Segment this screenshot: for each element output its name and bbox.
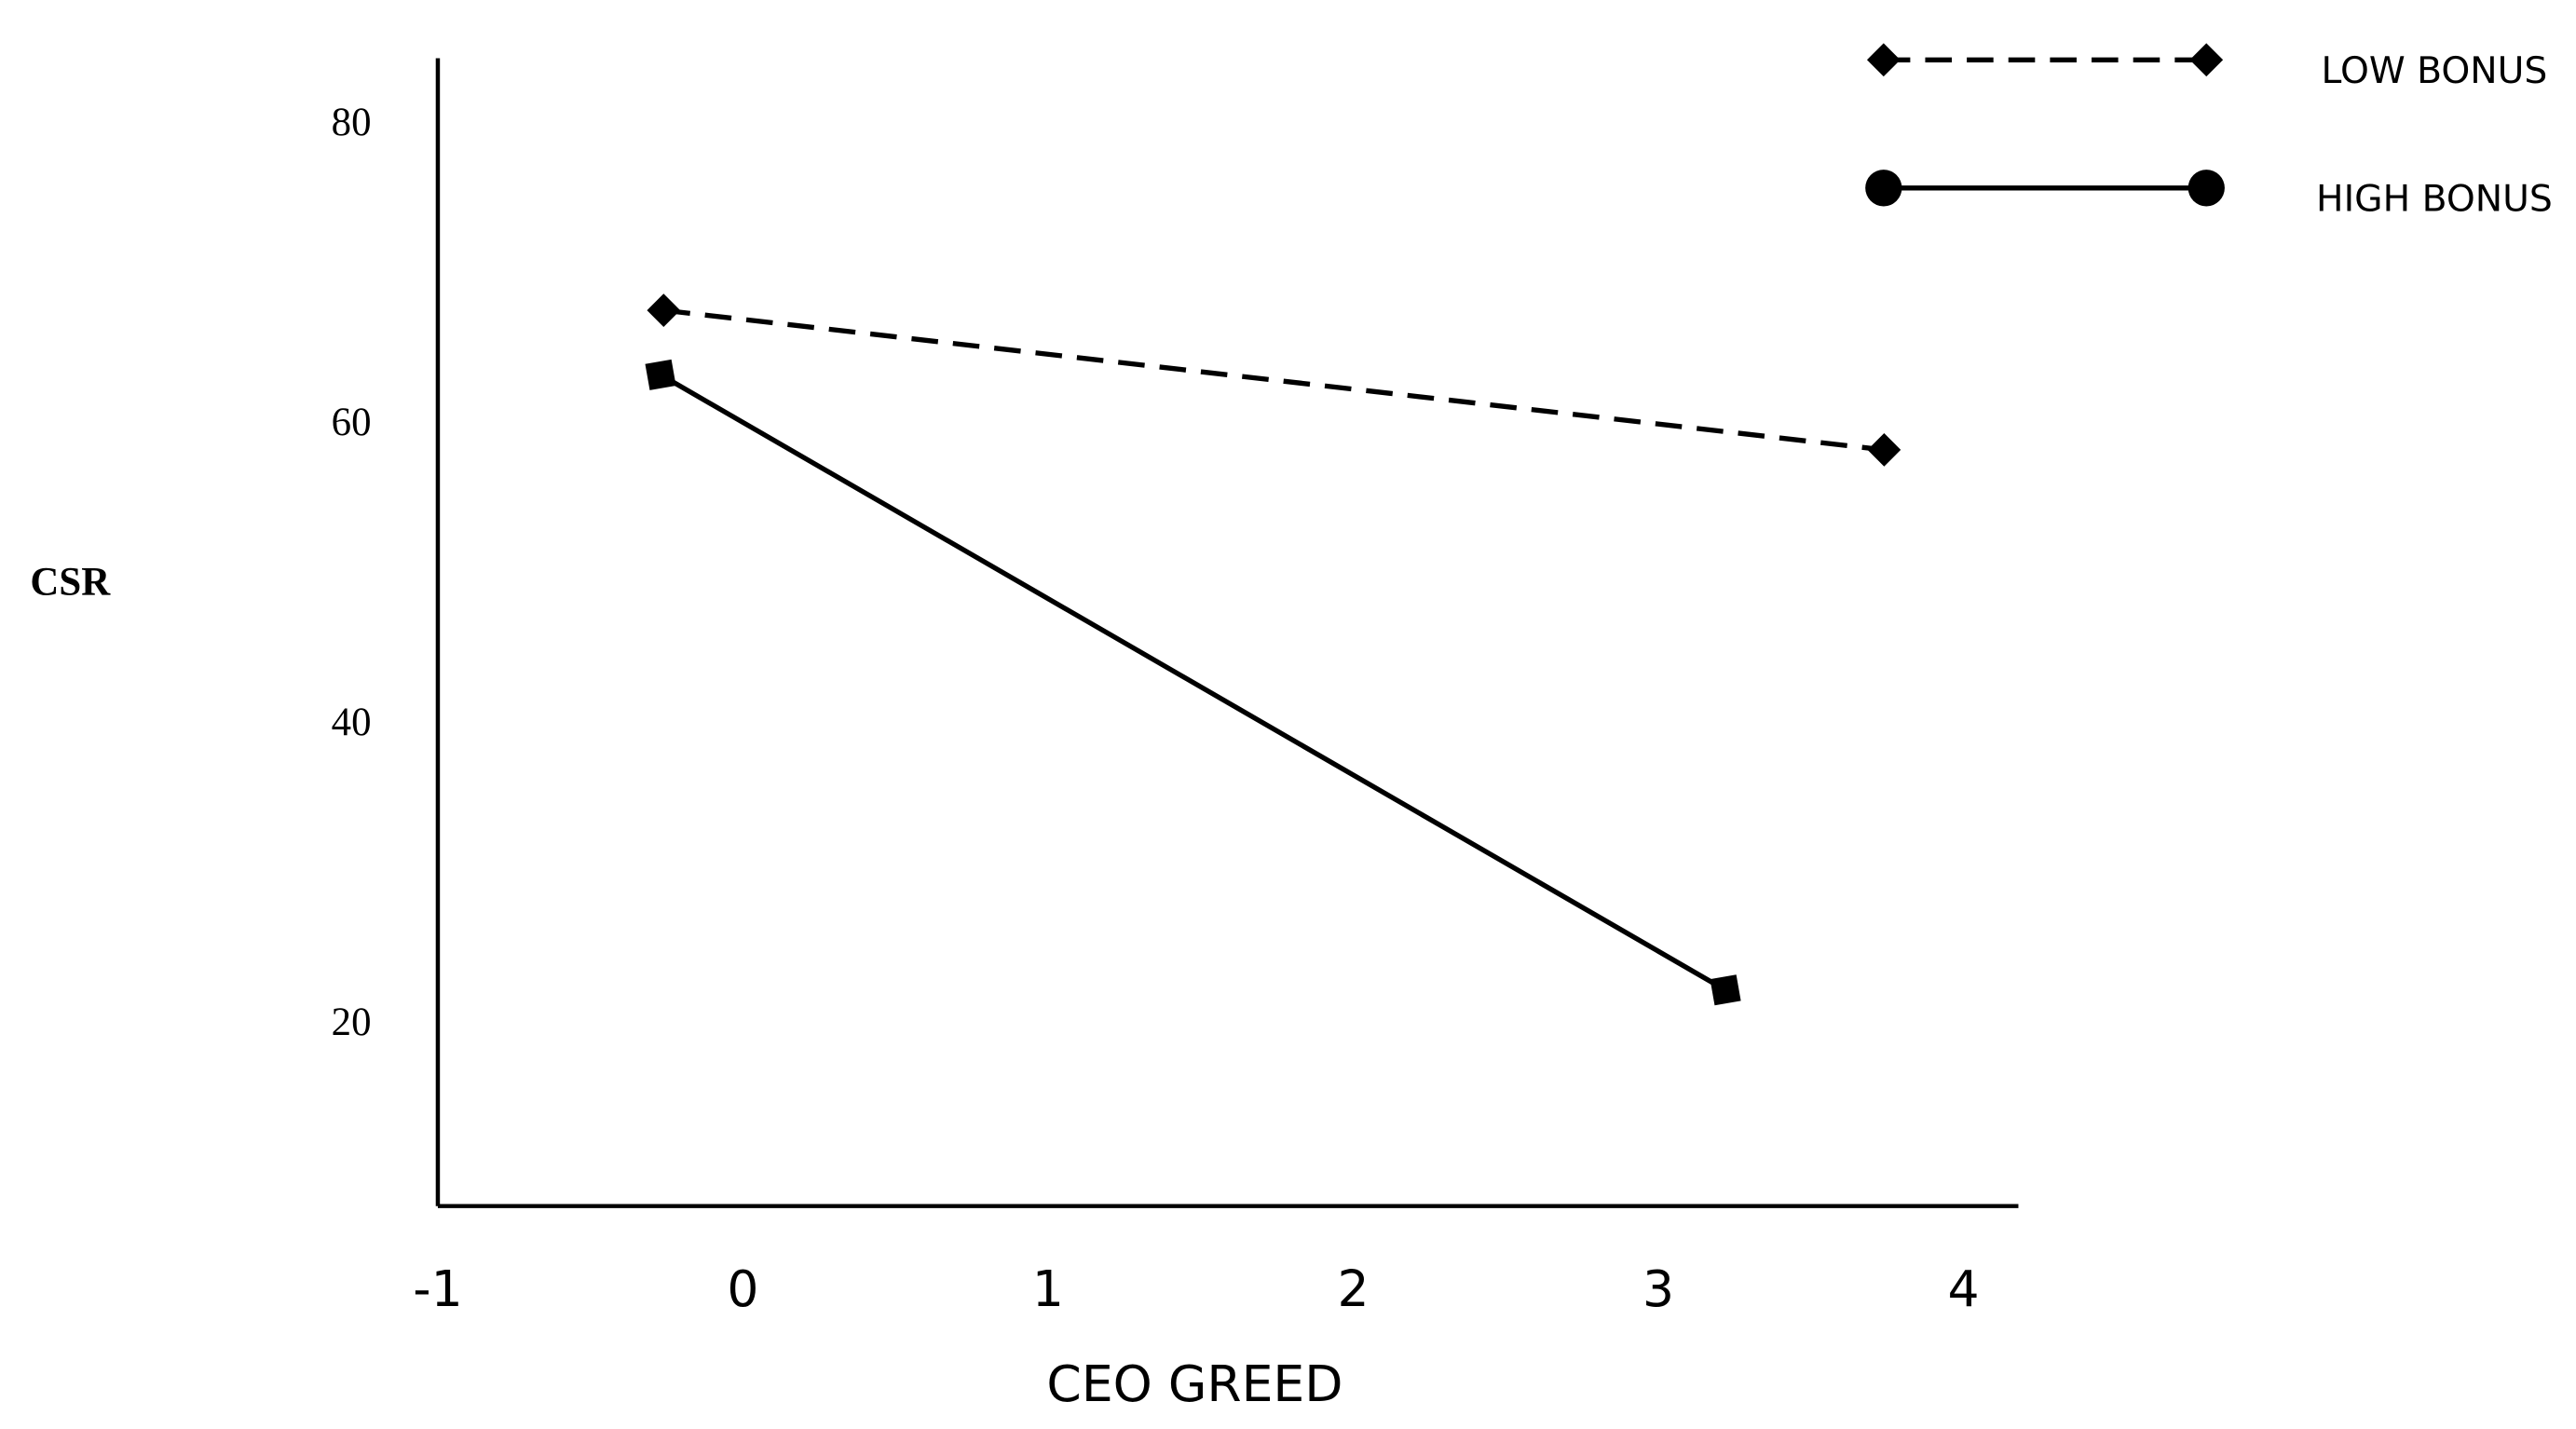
x-tick-label: 4 — [1947, 1259, 1979, 1318]
y-tick-label: 60 — [332, 401, 372, 444]
legend-marker — [1866, 43, 1901, 77]
series-line — [659, 373, 1727, 993]
y-tick-label: 40 — [332, 701, 372, 744]
legend-label: HIGH BONUS — [2316, 179, 2553, 221]
legend-marker — [1865, 170, 1902, 207]
legend-label: LOW BONUS — [2321, 50, 2547, 92]
series-line — [663, 307, 1885, 453]
data-point — [1710, 974, 1741, 1006]
legend-marker — [2188, 170, 2225, 207]
y-axis-label: CSR — [30, 560, 111, 604]
data-point — [647, 293, 681, 327]
x-tick-label: 3 — [1642, 1259, 1674, 1318]
x-tick-label: -1 — [413, 1259, 462, 1318]
x-tick-label: 2 — [1337, 1259, 1369, 1318]
y-tick-label: 80 — [332, 101, 372, 144]
data-point — [645, 359, 676, 390]
legend-marker — [2189, 43, 2224, 77]
data-point — [1867, 433, 1901, 467]
x-tick-label: 1 — [1032, 1259, 1064, 1318]
x-tick-label: 0 — [727, 1259, 758, 1318]
x-axis-label: CEO GREED — [1046, 1354, 1343, 1413]
y-tick-label: 20 — [332, 1000, 372, 1044]
